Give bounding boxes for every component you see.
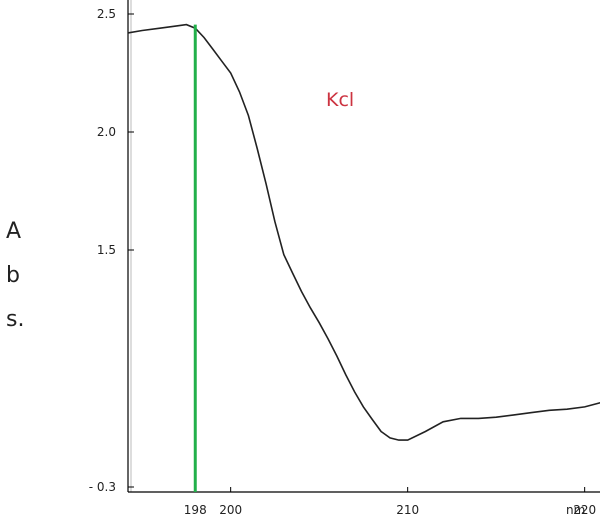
y-axis-label-line-3: s. [6, 307, 24, 332]
series-line-kcl [127, 23, 600, 441]
x-axis-ticks: 198 200 210 220 [184, 487, 596, 517]
y-tick-label: - 0.3 [89, 480, 116, 494]
x-tick-label: 200 [219, 503, 242, 517]
x-tick-label: 220 [573, 503, 596, 517]
series-label-kcl: Kcl [326, 89, 354, 111]
y-axis-label-line-1: A [6, 219, 21, 244]
y-tick-label: 2.0 [97, 125, 116, 139]
x-tick-label: 210 [396, 503, 419, 517]
x-tick-label: 198 [184, 503, 207, 517]
y-tick-label: 2.5 [97, 7, 116, 21]
y-tick-label: 1.5 [97, 243, 116, 257]
y-axis-ticks: 2.5 2.0 1.5 - 0.3 [89, 7, 134, 494]
y-axis-label-line-2: b [6, 263, 20, 288]
x-unit-label: nm [566, 503, 585, 517]
